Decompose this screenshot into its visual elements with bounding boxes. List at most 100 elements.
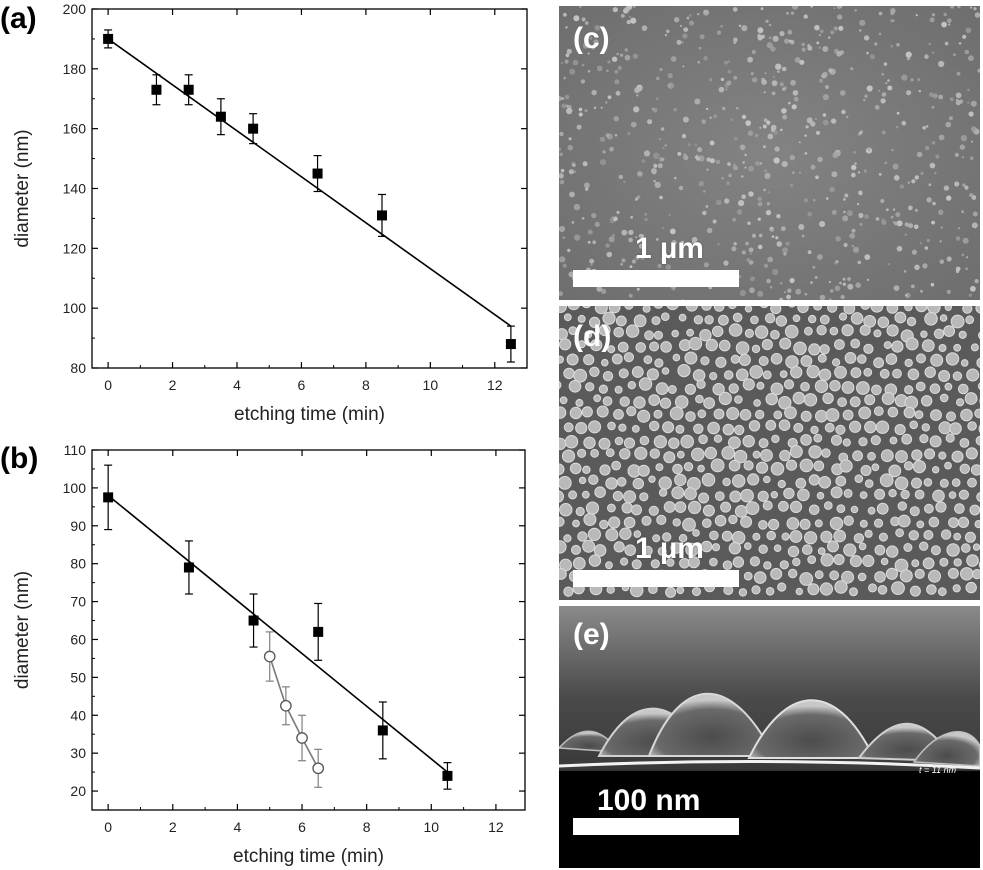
nanoparticle bbox=[676, 586, 685, 595]
nanoparticle bbox=[754, 325, 769, 339]
nanoparticle bbox=[765, 587, 775, 596]
nanoparticle bbox=[895, 450, 908, 463]
nanoparticle bbox=[661, 367, 670, 375]
nanoparticle bbox=[816, 130, 820, 135]
nanoparticle bbox=[798, 141, 801, 144]
nanoparticle bbox=[905, 337, 919, 351]
nanoparticle bbox=[683, 153, 687, 157]
nanoparticle bbox=[909, 585, 921, 597]
nanoparticle bbox=[779, 370, 788, 378]
nanoparticle bbox=[914, 568, 925, 579]
nanoparticle bbox=[650, 168, 657, 174]
nanoparticle bbox=[688, 244, 693, 249]
nanoparticle bbox=[700, 356, 710, 366]
nanoparticle bbox=[755, 161, 760, 166]
nanoparticle bbox=[786, 11, 789, 15]
nanoparticle bbox=[964, 49, 970, 55]
nanoparticle bbox=[867, 451, 876, 461]
nanoparticle bbox=[870, 306, 884, 313]
y-tick-label: 100 bbox=[63, 300, 87, 316]
nanoparticle bbox=[577, 340, 586, 349]
nanoparticle bbox=[753, 571, 767, 584]
nanoparticle bbox=[788, 306, 796, 308]
nanoparticle bbox=[939, 314, 948, 322]
nanoparticle bbox=[631, 259, 637, 264]
nanoparticle bbox=[911, 559, 920, 568]
nanoparticle bbox=[965, 315, 975, 325]
nanoparticle bbox=[651, 316, 661, 326]
nanoparticle bbox=[868, 583, 877, 593]
nanoparticle bbox=[757, 490, 769, 502]
x-tick-label: 8 bbox=[362, 377, 370, 393]
nanoparticle bbox=[763, 561, 772, 570]
nanoparticle bbox=[677, 152, 682, 156]
nanoparticle bbox=[860, 306, 871, 310]
nanoparticle bbox=[864, 254, 871, 260]
nanoparticle bbox=[665, 586, 677, 598]
nanoparticle bbox=[662, 421, 675, 434]
nanoparticle bbox=[817, 353, 827, 363]
nanoparticle bbox=[962, 237, 969, 244]
nanoparticle bbox=[953, 532, 962, 541]
nanoparticle bbox=[978, 424, 980, 434]
nanoparticle bbox=[762, 124, 767, 129]
nanoparticle bbox=[780, 282, 783, 285]
nanoparticle bbox=[814, 519, 823, 528]
nanoparticle bbox=[559, 381, 562, 390]
x-tick-label: 10 bbox=[424, 819, 440, 835]
nanoparticle bbox=[652, 534, 661, 543]
nanoparticle bbox=[810, 164, 816, 170]
nanoparticle bbox=[607, 60, 611, 64]
nanoparticle bbox=[632, 53, 639, 59]
nanoparticle bbox=[864, 420, 877, 434]
nanoparticle bbox=[940, 226, 944, 229]
sem-texture-c bbox=[559, 6, 980, 300]
data-point bbox=[505, 339, 516, 350]
nanoparticle bbox=[589, 36, 593, 40]
nanoparticle bbox=[614, 385, 623, 394]
nanoparticle bbox=[593, 544, 607, 557]
nanoparticle bbox=[800, 410, 812, 422]
nanoparticle bbox=[972, 543, 980, 551]
nanoparticle bbox=[571, 221, 575, 224]
nanoparticle bbox=[599, 136, 606, 142]
nanoparticle bbox=[928, 569, 941, 583]
nanoparticle bbox=[867, 147, 870, 151]
nanoparticle bbox=[924, 503, 934, 514]
nanoparticle bbox=[814, 117, 818, 121]
nanoparticle bbox=[887, 79, 890, 82]
nanoparticle bbox=[585, 382, 595, 392]
nanoparticle bbox=[703, 56, 708, 61]
nanoparticle bbox=[743, 571, 753, 581]
nanoparticle bbox=[959, 144, 965, 150]
nanoparticle bbox=[879, 368, 890, 379]
nanoparticle bbox=[800, 355, 813, 367]
nanoparticle bbox=[792, 314, 801, 323]
nanoparticle bbox=[911, 477, 922, 489]
nanoparticle bbox=[624, 306, 634, 310]
nanoparticle bbox=[803, 393, 818, 407]
nanoparticle bbox=[626, 20, 631, 25]
nanoparticle bbox=[850, 67, 854, 71]
nanoparticle bbox=[961, 156, 964, 159]
nanoparticle bbox=[970, 6, 973, 9]
nanoparticle bbox=[682, 33, 688, 39]
y-axis-label: diameter (nm) bbox=[12, 571, 33, 689]
nanoparticle bbox=[830, 486, 843, 499]
nanoparticle bbox=[615, 315, 627, 327]
nanoparticle bbox=[594, 25, 600, 31]
nanoparticle bbox=[660, 258, 664, 261]
nanoparticle bbox=[605, 561, 613, 570]
nanoparticle bbox=[757, 217, 761, 221]
nanoparticle bbox=[713, 434, 723, 443]
nanoparticle bbox=[611, 56, 618, 62]
nanoparticle bbox=[832, 358, 841, 367]
nanoparticle bbox=[924, 145, 930, 151]
nanoparticle bbox=[935, 501, 947, 513]
fit-line bbox=[107, 38, 512, 327]
nanoparticle bbox=[851, 244, 854, 248]
nanoparticle bbox=[583, 513, 597, 526]
nanoparticle bbox=[751, 585, 761, 595]
sem-image-c: (c) 1 µm bbox=[559, 6, 980, 300]
nanoparticle bbox=[822, 71, 828, 78]
